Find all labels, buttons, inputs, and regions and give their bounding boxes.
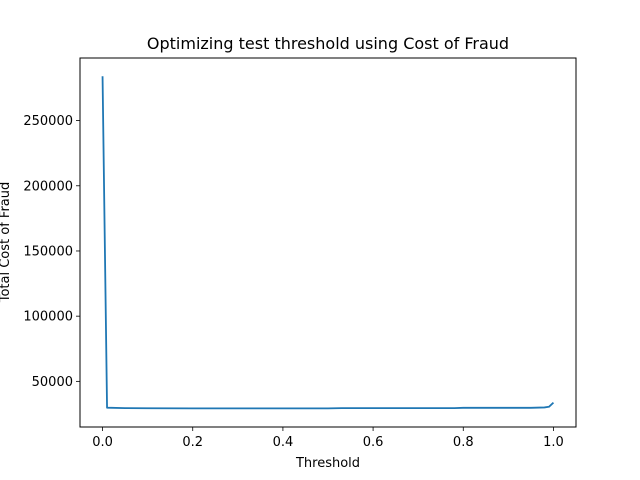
x-axis-label: Threshold	[295, 456, 360, 471]
x-tick-label: 0.6	[363, 435, 384, 450]
x-tick-label: 0.2	[182, 435, 203, 450]
x-tick-label: 0.4	[273, 435, 294, 450]
chart-title: Optimizing test threshold using Cost of …	[147, 34, 509, 53]
series-line-0	[101, 76, 555, 410]
x-axis-ticks: 0.0 0.2 0.4 0.6 0.8 1.0	[92, 427, 564, 450]
x-tick-label: 0.8	[453, 435, 474, 450]
axes-frame	[79, 57, 577, 428]
x-tick-label: 1.0	[543, 435, 564, 450]
y-tick-label: 100000	[23, 310, 73, 325]
x-tick-label: 0.0	[92, 435, 113, 450]
y-tick-label: 150000	[23, 244, 73, 259]
y-tick-label: 250000	[23, 114, 73, 129]
y-tick-label: 50000	[32, 375, 73, 390]
plot-area	[101, 76, 555, 410]
y-tick-label: 200000	[23, 179, 73, 194]
y-axis-ticks: 50000 100000 150000 200000 250000	[23, 114, 80, 390]
y-axis-label: Total Cost of Fraud	[0, 182, 13, 304]
